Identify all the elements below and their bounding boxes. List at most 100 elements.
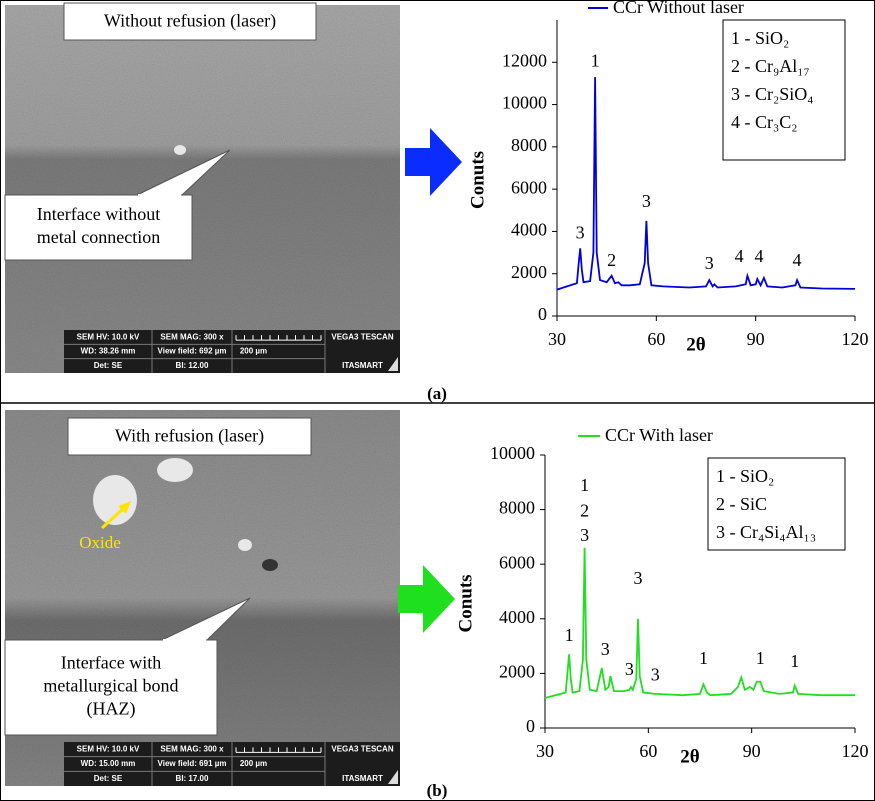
y-tick-label: 0 [538, 304, 547, 324]
info-text: BI: 17.00 [176, 774, 209, 783]
peak-label: 4 [754, 246, 763, 266]
y-tick-label: 6000 [511, 177, 547, 197]
x-tick-label: 90 [747, 329, 765, 349]
info-text: View field: 692 µm [158, 347, 227, 356]
info-text: SEM HV: 10.0 kV [77, 332, 140, 341]
peak-label: 1 [580, 475, 589, 495]
x-tick-label: 60 [647, 329, 665, 349]
y-tick-label: 4000 [511, 220, 547, 240]
y-tick-label: 12000 [502, 50, 547, 70]
y-tick-label: 10000 [502, 93, 547, 113]
callout-text: metallurgical bond [43, 676, 178, 696]
phase-label: 3 - Cr₂SiO₄ [731, 84, 814, 104]
peak-label: 3 [601, 639, 610, 659]
info-text: ITASMART [342, 361, 383, 370]
x-tick-label: 30 [548, 329, 566, 349]
y-tick-label: 4000 [499, 607, 535, 627]
callout-cover [163, 639, 206, 642]
y-axis-title: Conuts [467, 151, 488, 209]
x-tick-label: 120 [842, 329, 869, 349]
callout-text: (HAZ) [87, 699, 136, 720]
x-tick-label: 30 [536, 741, 554, 761]
info-text: BI: 12.00 [176, 361, 209, 370]
y-tick-label: 8000 [511, 135, 547, 155]
info-text: ITASMART [342, 774, 383, 783]
y-tick-label: 2000 [499, 662, 535, 682]
peak-label: 2 [607, 250, 616, 270]
peak-label: 3 [576, 222, 585, 242]
peak-label: 1 [790, 651, 799, 671]
peak-label: 4 [793, 250, 802, 270]
peak-label: 1 [699, 648, 708, 668]
callout-text: Interface without [37, 204, 160, 224]
image-title: Without refusion (laser) [104, 11, 276, 32]
y-tick-label: 6000 [499, 552, 535, 572]
phase-label: 3 - Cr₄Si₄Al₁₃ [716, 522, 816, 542]
arrow [398, 565, 455, 633]
info-text: Det: SE [94, 774, 123, 783]
callout [4, 597, 251, 736]
callout-text: Interface with [61, 653, 161, 673]
peak-label: 3 [651, 664, 660, 684]
callout [4, 149, 231, 261]
title-box [63, 2, 317, 41]
peak-label: 3 [634, 568, 643, 588]
phase-label: 2 - Cr₉Al₁₇ [731, 56, 810, 76]
phase-label: 1 - SiO₂ [731, 28, 789, 48]
x-tick-label: 90 [743, 741, 761, 761]
phase-box [707, 457, 846, 551]
arrow [405, 128, 462, 196]
x-axis-title: 2θ [680, 746, 700, 767]
info-text: View field: 691 µm [158, 759, 227, 768]
data-line [544, 547, 855, 699]
sem-image [5, 5, 400, 373]
peak-label: 1 [565, 625, 574, 645]
y-tick-label: 0 [526, 716, 535, 736]
oxide-arrowhead [118, 501, 131, 514]
phase-box [722, 19, 846, 161]
x-tick-label: 120 [842, 741, 869, 761]
info-text: WD: 38.26 mm [81, 347, 136, 356]
info-text: VEGA3 TESCAN [331, 744, 393, 753]
peak-label: 1 [591, 50, 600, 70]
peak-label: 3 [625, 659, 634, 679]
info-text: Det: SE [94, 361, 123, 370]
peak-label: 2 [580, 500, 589, 520]
peak-label: 3 [580, 525, 589, 545]
image-title: With refusion (laser) [115, 426, 264, 447]
y-axis-title: Conuts [455, 574, 476, 632]
caption: (b) [427, 781, 448, 800]
legend-label: CCr With laser [605, 425, 713, 445]
info-text: WD: 15.00 mm [81, 759, 136, 768]
y-tick-label: 10000 [490, 443, 535, 463]
callout-text: metal connection [37, 227, 160, 247]
peak-label: 4 [735, 246, 744, 266]
peak-label: 1 [756, 648, 765, 668]
x-tick-label: 60 [639, 741, 657, 761]
info-text: SEM HV: 10.0 kV [77, 744, 140, 753]
info-text: 200 µm [240, 347, 267, 356]
data-line [556, 77, 856, 291]
info-text: 200 µm [240, 759, 267, 768]
info-text: SEM MAG: 300 x [160, 744, 224, 753]
legend-label: CCr Without laser [613, 0, 744, 17]
phase-label: 2 - SiC [716, 494, 767, 514]
logo [388, 357, 398, 371]
oxide-label: Oxide [79, 533, 121, 552]
peak-label: 3 [642, 191, 651, 211]
info-text: VEGA3 TESCAN [331, 332, 393, 341]
oxide-particles [93, 145, 278, 571]
phase-label: 1 - SiO₂ [716, 466, 774, 486]
title-box [67, 417, 312, 456]
oxide-arrow [100, 505, 127, 530]
y-tick-label: 2000 [511, 262, 547, 282]
callout-cover [138, 194, 181, 197]
phase-label: 4 - Cr₃C₂ [731, 112, 798, 132]
logo [388, 770, 398, 784]
y-tick-label: 8000 [499, 498, 535, 518]
peak-label: 3 [705, 253, 714, 273]
caption: (a) [427, 384, 447, 403]
x-axis-title: 2θ [686, 334, 706, 355]
info-text: SEM MAG: 300 x [160, 332, 224, 341]
